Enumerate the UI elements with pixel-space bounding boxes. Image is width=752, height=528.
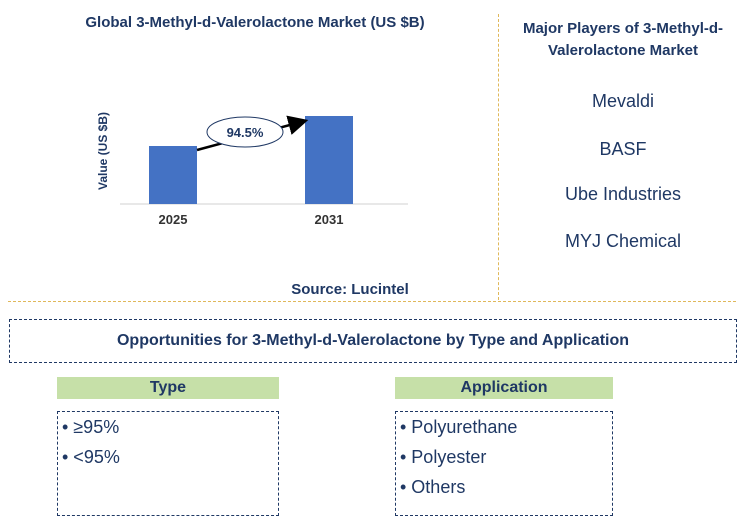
opportunities-title: Opportunities for 3-Methyl-d-Valerolacto… — [9, 319, 737, 363]
x-tick-label: 2031 — [315, 212, 344, 227]
player-item: Mevaldi — [591, 91, 655, 111]
bar-chart: Value (US $B) 2025 2031 94.5% — [96, 112, 408, 227]
horizontal-divider — [8, 301, 736, 302]
type-heading: Type — [57, 377, 279, 399]
vertical-divider — [498, 14, 499, 300]
chart-title: Global 3-Methyl-d-Valerolactone Market (… — [85, 14, 425, 31]
application-item: • Polyurethane — [400, 417, 518, 437]
application-list: • Polyurethane • Polyester • Others — [395, 411, 613, 516]
application-heading: Application — [395, 377, 613, 399]
players-title: Major Players of 3-Methyl-d-Valerolacton… — [522, 20, 724, 59]
bar-2031 — [305, 116, 353, 204]
player-item: BASF — [599, 139, 647, 159]
source-label: Source: Lucintel — [291, 281, 409, 298]
bar-2025 — [149, 146, 197, 204]
type-item: • ≥95% — [62, 417, 120, 437]
growth-annotation: 94.5% — [227, 125, 264, 140]
player-item: MYJ Chemical — [564, 231, 682, 251]
growth-ellipse — [206, 116, 284, 148]
application-item: • Polyester — [400, 447, 487, 467]
type-list: • ≥95% • <95% — [57, 411, 279, 516]
x-tick-label: 2025 — [159, 212, 188, 227]
player-item: Ube Industries — [564, 184, 682, 204]
application-item: • Others — [400, 477, 466, 497]
y-axis-label: Value (US $B) — [96, 112, 110, 190]
type-item: • <95% — [62, 447, 120, 467]
